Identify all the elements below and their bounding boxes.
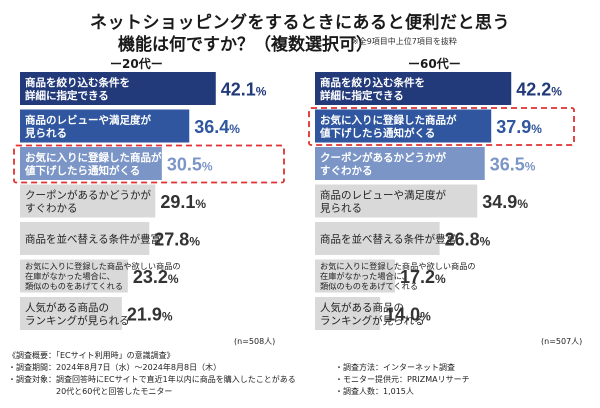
footer-right-line: ・モニター提供元：PRIZMAリサーチ [335,375,470,384]
value-label: 36.5% [490,155,536,175]
category-label: クーポンがあるかどうかがすぐわかる [25,188,151,214]
category-label: 商品を並べ替える条件が豊富 [320,232,456,245]
value-label: 26.8% [445,230,491,250]
value-label: 21.9% [127,305,173,325]
value-label: 30.5% [167,155,213,175]
category-label: 商品を並べ替える条件が豊富 [25,232,161,245]
bar [20,222,150,255]
panel-title-20s: ー20代ー [110,57,163,71]
value-label: 14.0% [385,305,431,325]
value-label: 23.2% [133,267,179,287]
sample-size-20s: (n=508人) [234,337,276,346]
value-label: 29.1% [160,192,206,212]
footer-left-line: ・調査対象：調査回答時にECサイトで直近1年以内に商品を購入したことがある [8,375,296,384]
category-label: お気に入りに登録した商品や欲しい商品の在庫がなかった場合に、類似のものをあげてく… [25,261,181,291]
footer-right-line: ・調査方法：インターネット調査 [335,363,455,372]
sample-size-60s: (n=507人) [541,337,583,346]
panel-1: 商品を絞り込む条件を詳細に指定できる 42.2% お気に入りに登録した商品が値下げし… [308,72,575,330]
highlight-box [13,144,285,184]
category-label: 人気がある商品のランキングが見られる [320,301,425,327]
value-label: 36.4% [194,117,240,137]
bar [20,72,216,105]
footer-left-line: 20代と60代と回答したモニター [8,387,173,396]
panel-title-60s: ー60代ー [408,57,461,71]
bar [315,259,395,293]
bar [315,72,512,105]
bar [20,259,128,293]
category-label: クーポンがあるかどうかがすぐわかる [320,151,446,177]
category-label: 商品のレビューや満足度が見られる [24,113,151,139]
footer-right: ・調査方法：インターネット調査 ・モニター提供元：PRIZMAリサーチ ・調査人… [335,362,470,398]
chart-title-line1: ネットショッピングをするときにあると便利だと思う [90,13,510,33]
bar [315,297,381,330]
chart-title-line2: 機能は何ですか？（複数選択可） [118,35,373,55]
footer-right-line: ・調査人数：1,015人 [335,387,414,396]
value-label: 17.2% [400,267,446,287]
bar [315,222,440,255]
bar [315,147,485,180]
category-label: お気に入りに登録した商品が値下げしたら通知がくる [24,151,162,177]
value-label: 42.2% [516,80,562,100]
footer-left-line: ・調査期間：2024年8月7日（水）〜2024年8月8日（木） [8,363,222,372]
panel-0: 商品を絞り込む条件を詳細に指定できる 42.1% 商品のレビューや満足度が見られる 3… [13,72,285,330]
bar [20,109,190,143]
bar [20,297,122,330]
category-label: お気に入りに登録した商品が値下げしたら通知がくる [319,113,457,139]
category-label: お気に入りに登録した商品や欲しい商品の在庫がなかった場合に、類似のものをあげてく… [320,261,476,291]
bar [315,109,492,143]
category-label: 商品のレビューや満足度が見られる [320,188,446,214]
highlight-box [308,107,575,146]
value-label: 37.9% [496,117,542,137]
footer-left: 《調査概要：「ECサイト利用時」の意識調査》 ・調査期間：2024年8月7日（水… [8,350,296,398]
category-label: 商品を絞り込む条件を詳細に指定できる [320,76,425,102]
bar [20,184,156,218]
value-label: 27.8% [154,230,200,250]
footer-left-line: 《調査概要：「ECサイト利用時」の意識調査》 [8,351,175,360]
value-label: 42.1% [221,80,267,100]
bar [20,147,162,180]
category-label: 人気がある商品のランキングが見られる [25,301,130,327]
value-label: 34.9% [482,192,528,212]
category-label: 商品を絞り込む条件を詳細に指定できる [25,76,130,102]
note-text: ※全9項目中上位7項目を抜粋 [352,37,457,46]
bar [315,184,478,218]
